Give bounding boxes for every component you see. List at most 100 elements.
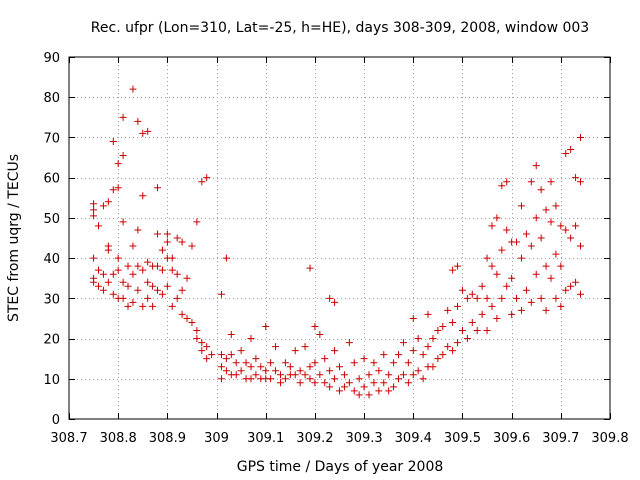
data-point — [95, 282, 103, 290]
data-point — [562, 226, 570, 234]
x-tick-label: 309.1 — [247, 431, 284, 446]
data-point — [203, 343, 211, 351]
data-point — [419, 375, 427, 383]
data-point — [395, 351, 403, 359]
data-point — [355, 391, 363, 399]
y-tick-label: 40 — [43, 252, 60, 267]
data-point — [173, 294, 181, 302]
data-point — [119, 218, 127, 226]
data-point — [90, 212, 98, 220]
data-point — [331, 298, 339, 306]
data-point — [340, 371, 348, 379]
data-point — [163, 282, 171, 290]
data-point — [183, 314, 191, 322]
data-point — [154, 184, 162, 192]
x-tick-label: 309.7 — [542, 431, 579, 446]
data-point — [458, 327, 466, 335]
x-tick-label: 309.6 — [493, 431, 530, 446]
data-point — [527, 298, 535, 306]
data-point — [380, 379, 388, 387]
y-tick-label: 80 — [43, 91, 60, 106]
data-point — [139, 129, 147, 137]
data-point — [449, 266, 457, 274]
y-axis-title: STEC from uqrg / TECUs — [6, 154, 22, 322]
data-point — [119, 152, 127, 160]
data-point — [537, 186, 545, 194]
data-point — [350, 359, 358, 367]
data-point — [336, 363, 343, 371]
plot-frame — [68, 56, 611, 420]
data-point — [399, 371, 407, 379]
data-point — [144, 258, 152, 266]
data-point — [458, 286, 466, 294]
data-point — [134, 262, 142, 270]
data-point — [409, 314, 417, 322]
data-point — [158, 266, 166, 274]
data-point — [478, 310, 486, 318]
data-point — [331, 375, 339, 383]
data-point — [404, 379, 412, 387]
data-point — [109, 270, 117, 278]
data-point — [154, 286, 162, 294]
data-point — [532, 270, 540, 278]
data-point — [222, 254, 230, 262]
data-point — [399, 339, 407, 347]
y-tick-label: 20 — [43, 333, 60, 348]
data-point — [532, 214, 540, 222]
data-point — [572, 174, 580, 182]
data-point — [178, 238, 186, 246]
data-point — [552, 294, 560, 302]
data-point — [567, 146, 575, 154]
data-point — [232, 359, 240, 367]
data-point — [276, 371, 284, 379]
data-point — [301, 371, 309, 379]
data-point — [385, 387, 393, 395]
data-point — [124, 282, 132, 290]
data-point — [454, 262, 462, 270]
data-point — [267, 359, 275, 367]
data-point — [90, 206, 98, 214]
data-point — [429, 363, 437, 371]
data-point — [227, 331, 235, 339]
data-point — [178, 310, 186, 318]
data-point — [390, 383, 398, 391]
data-point — [522, 286, 530, 294]
data-point — [257, 363, 265, 371]
data-point — [562, 286, 570, 294]
data-point — [291, 371, 299, 379]
data-point — [222, 355, 230, 363]
data-point — [193, 327, 201, 335]
data-point — [306, 375, 314, 383]
data-point — [95, 266, 103, 274]
data-point — [483, 327, 491, 335]
data-point — [444, 343, 452, 351]
data-point — [316, 331, 324, 339]
data-point — [503, 226, 511, 234]
data-point — [370, 359, 378, 367]
data-point — [134, 286, 142, 294]
data-point — [439, 351, 447, 359]
data-point — [232, 371, 240, 379]
data-point — [173, 270, 181, 278]
x-axis-title: GPS time / Days of year 2008 — [237, 459, 444, 475]
data-point — [326, 294, 334, 302]
data-point — [306, 363, 314, 371]
y-tick-label: 60 — [43, 172, 60, 187]
data-point — [139, 302, 147, 310]
data-point — [311, 322, 319, 330]
data-point — [488, 262, 496, 270]
data-point — [385, 371, 393, 379]
data-point — [262, 322, 270, 330]
data-point — [503, 178, 511, 186]
data-point — [355, 375, 363, 383]
data-point — [375, 387, 383, 395]
data-point — [272, 367, 280, 375]
data-point — [552, 202, 560, 210]
data-point — [498, 182, 506, 190]
data-point — [562, 150, 570, 158]
data-point — [134, 117, 142, 125]
data-point — [468, 290, 476, 298]
data-point — [222, 367, 230, 375]
data-point — [183, 274, 191, 282]
data-point — [144, 127, 152, 135]
